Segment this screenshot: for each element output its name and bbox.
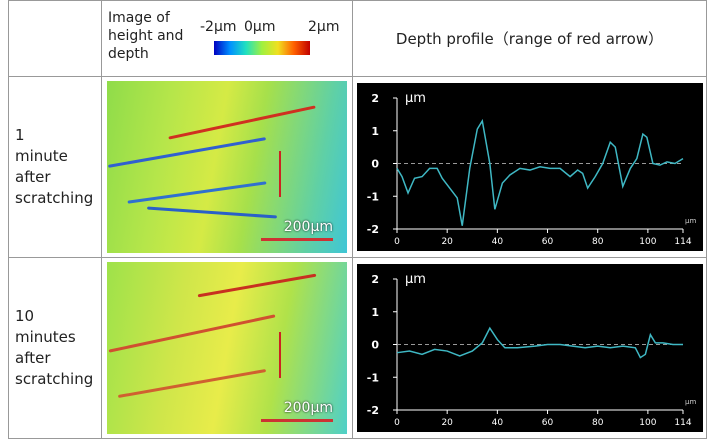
y-tick-label: 1 [371, 306, 379, 319]
y-unit: µm [405, 91, 426, 106]
empty-cell [8, 0, 102, 77]
scale-label: -2µm [200, 19, 237, 35]
x-tick-label: 100 [639, 237, 656, 247]
image-cell: 200µm [101, 76, 353, 258]
x-tick-label: 40 [491, 418, 503, 428]
x-tick-label: 20 [441, 418, 453, 428]
chart-background [356, 83, 703, 251]
row-label: 1 minute after scratching [8, 76, 102, 258]
x-unit: µm [685, 217, 696, 225]
red-arrow [279, 332, 281, 378]
x-tick-label: 80 [591, 237, 603, 247]
scale-bar-label: 200µm [283, 219, 333, 235]
scale-label: 2µm [308, 19, 340, 35]
profile-cell: -2 -1 0 1 2 0 20 40 60 80 100 114 µm µm [352, 76, 707, 258]
x-tick-label: 40 [491, 237, 503, 247]
y-tick-label: -1 [366, 190, 378, 203]
height-image: 200µm [107, 262, 347, 434]
streak [107, 137, 267, 168]
streak [127, 181, 267, 204]
x-tick-label: 80 [591, 418, 603, 428]
scale-bar [261, 238, 333, 241]
x-tick-label: 114 [674, 237, 691, 247]
chart-background [356, 264, 703, 432]
streak [108, 314, 276, 353]
y-tick-label: 2 [371, 92, 379, 105]
y-tick-label: -1 [366, 371, 378, 384]
image-cell: 200µm [101, 257, 353, 439]
x-tick-label: 60 [541, 418, 553, 428]
x-tick-label: 60 [541, 237, 553, 247]
x-tick-label: 0 [394, 237, 400, 247]
scale-bar-label: 200µm [283, 400, 333, 416]
streak [197, 273, 317, 298]
x-tick-label: 0 [394, 418, 400, 428]
x-unit: µm [685, 398, 696, 406]
color-bar [214, 41, 310, 55]
y-tick-label: -2 [366, 404, 378, 417]
red-arrow [279, 151, 281, 197]
y-tick-label: 0 [371, 339, 379, 352]
row-label: 10 minutes after scratching [8, 257, 102, 439]
profile-cell: -2 -1 0 1 2 0 20 40 60 80 100 114 µm µm [352, 257, 707, 439]
height-image: 200µm [107, 81, 347, 253]
comparison-table: Image of height and depth -2µm 0µm 2µm D… [8, 0, 707, 439]
scale-label: 0µm [244, 19, 276, 35]
streak [147, 206, 277, 219]
profile-line [395, 118, 683, 226]
y-tick-label: -2 [366, 223, 378, 236]
x-tick-label: 114 [674, 418, 691, 428]
scale-bar [261, 419, 333, 422]
streak [168, 105, 316, 140]
header-image-text: Image of height and depth [108, 10, 184, 62]
streak [117, 368, 267, 399]
header-image: Image of height and depth -2µm 0µm 2µm [101, 0, 353, 77]
y-tick-label: 1 [371, 125, 379, 138]
y-tick-label: 0 [371, 158, 379, 171]
y-tick-label: 2 [371, 273, 379, 286]
profile-line [396, 326, 683, 359]
header-profile: Depth profile（range of red arrow） [352, 0, 707, 77]
x-tick-label: 100 [639, 418, 656, 428]
x-tick-label: 20 [441, 237, 453, 247]
y-unit: µm [405, 272, 426, 287]
